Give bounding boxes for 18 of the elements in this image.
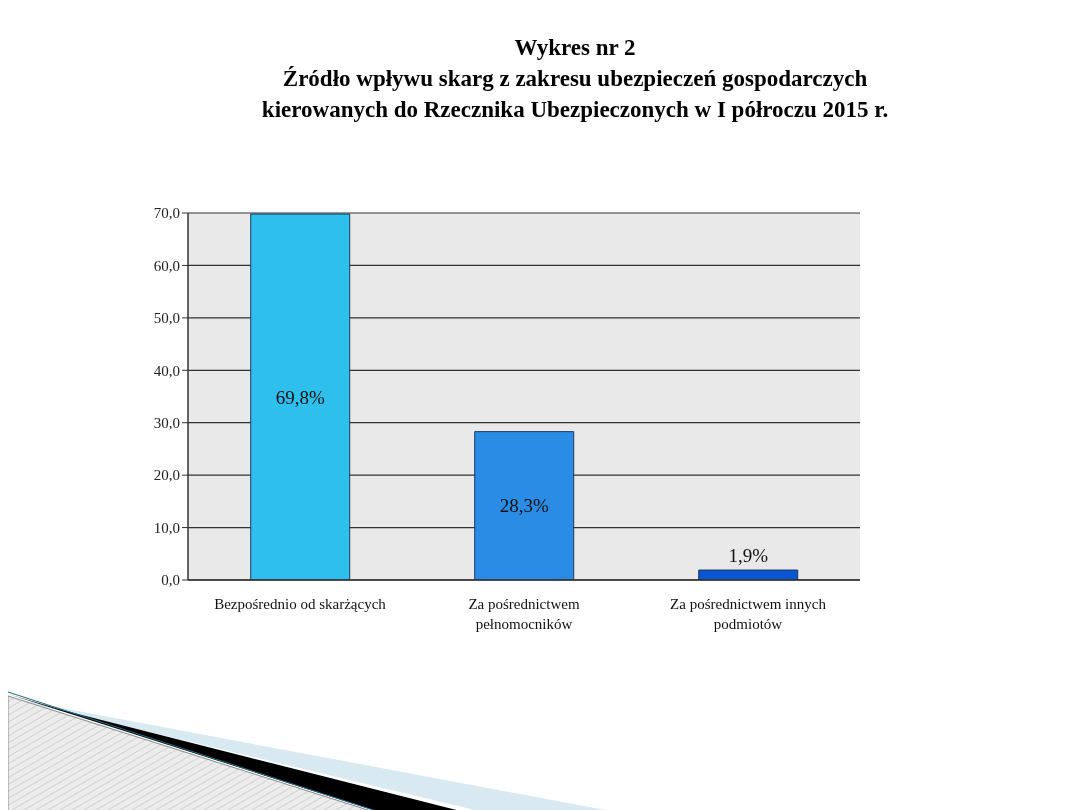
y-tick-label: 70,0 <box>153 205 180 222</box>
chart-title: Wykres nr 2 Źródło wpływu skarg z zakresu ubezpieczeń gospodarczych kierowanych do Rzecznika Ubezpieczonych w I półroczu 2015 r. <box>260 34 890 124</box>
y-tick-label: 60,0 <box>153 257 180 274</box>
x-tick-label: Bezpośrednio od skarżących <box>214 596 387 612</box>
x-tick-label: Za pośrednictwem innych podmiotów <box>670 596 827 632</box>
y-tick-label: 40,0 <box>153 362 180 379</box>
y-tick-label: 50,0 <box>153 310 180 327</box>
bar <box>698 569 799 580</box>
bar <box>250 213 351 580</box>
bar <box>474 431 575 580</box>
x-tick-label: Za pośrednictwem pełnomocników <box>468 596 580 632</box>
data-label: 69,8% <box>275 386 325 408</box>
y-tick-label: 10,0 <box>153 519 180 536</box>
data-label: 1,9% <box>728 545 769 567</box>
y-tick-label: 20,0 <box>153 467 180 484</box>
y-tick-label: 30,0 <box>153 415 180 432</box>
data-label: 28,3% <box>499 495 549 517</box>
y-tick-label: 0,0 <box>161 572 180 589</box>
